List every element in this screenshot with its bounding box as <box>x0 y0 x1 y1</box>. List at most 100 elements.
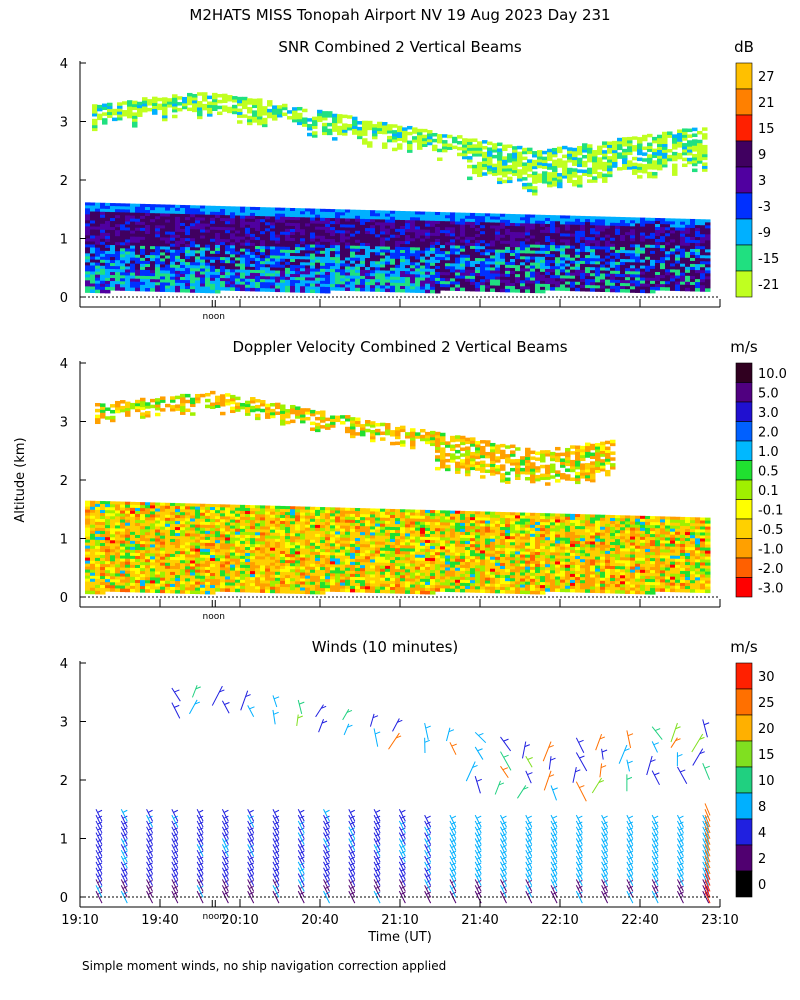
snr-cell <box>555 278 561 282</box>
snr-cell <box>537 161 543 166</box>
snr-cell <box>630 244 636 248</box>
snr-cell <box>235 260 241 264</box>
snr-cell <box>677 135 683 139</box>
doppler-cell <box>120 504 126 509</box>
snr-cell <box>355 221 361 226</box>
doppler-cell <box>145 511 151 515</box>
snr-cell <box>280 252 286 257</box>
doppler-cell <box>170 553 176 558</box>
snr-cell <box>615 243 621 248</box>
snr-cell <box>405 223 411 227</box>
snr-cell <box>510 253 516 257</box>
snr-cell <box>480 231 486 235</box>
doppler-cell <box>175 587 181 591</box>
doppler-cell <box>200 569 206 574</box>
doppler-cell <box>135 534 141 539</box>
doppler-cell <box>190 512 196 516</box>
snr-cell <box>672 163 678 168</box>
doppler-cell <box>180 575 186 579</box>
snr-cell <box>665 287 671 291</box>
snr-cell <box>455 218 461 223</box>
snr-cell <box>165 288 171 293</box>
snr-cell <box>680 248 686 253</box>
doppler-cell <box>180 587 186 591</box>
snr-cell <box>667 149 673 153</box>
snr-cell <box>540 244 546 249</box>
snr-cell <box>705 258 711 262</box>
snr-cell <box>625 286 631 290</box>
snr-cell <box>607 173 613 178</box>
snr-cell <box>470 215 476 220</box>
snr-cell <box>595 216 601 220</box>
snr-cell <box>455 236 461 241</box>
snr-cell <box>400 262 406 266</box>
snr-cell <box>205 226 211 231</box>
snr-cell <box>557 161 563 165</box>
doppler-cell <box>120 579 126 584</box>
snr-cell <box>505 240 511 245</box>
snr-cell <box>595 222 601 226</box>
doppler-cell <box>100 591 106 595</box>
snr-cell <box>345 284 351 288</box>
snr-cell <box>602 164 608 169</box>
snr-cell <box>110 230 116 234</box>
snr-cell <box>445 236 451 240</box>
snr-cell <box>390 228 396 233</box>
snr-cell <box>592 158 598 163</box>
doppler-cell <box>175 521 181 525</box>
doppler-cell <box>135 516 141 521</box>
snr-cell <box>515 262 521 266</box>
doppler-cell <box>100 510 106 514</box>
snr-cell <box>557 146 563 151</box>
snr-cell <box>620 268 626 272</box>
snr-cell <box>545 235 551 240</box>
snr-cell <box>235 224 241 228</box>
snr-cell <box>360 266 366 271</box>
snr-cell <box>220 281 226 285</box>
snr-cell <box>440 248 446 252</box>
doppler-cell <box>180 533 186 537</box>
snr-cell <box>160 285 166 289</box>
snr-cell <box>685 284 691 289</box>
snr-cell <box>677 144 683 148</box>
snr-cell <box>677 152 683 157</box>
doppler-cell <box>170 520 176 525</box>
snr-cell <box>400 265 406 269</box>
snr-cell <box>575 245 581 250</box>
snr-cell <box>495 261 501 266</box>
snr-cell <box>430 286 436 291</box>
snr-cell <box>657 140 663 145</box>
snr-cell <box>155 210 161 214</box>
snr-cell <box>330 230 336 234</box>
snr-cell <box>165 207 171 212</box>
snr-cell <box>472 153 478 157</box>
snr-cell <box>435 232 441 237</box>
snr-cell <box>560 272 566 276</box>
snr-cell <box>470 233 476 238</box>
snr-cell <box>332 122 338 127</box>
snr-cell <box>417 146 423 150</box>
snr-cell <box>502 179 508 184</box>
snr-cell <box>402 133 408 137</box>
snr-cell <box>95 220 101 225</box>
snr-cell <box>110 203 116 207</box>
snr-cell <box>675 242 681 247</box>
snr-cell <box>395 252 401 257</box>
snr-cell <box>640 220 646 225</box>
doppler-cell <box>130 519 136 524</box>
snr-cell <box>470 218 476 223</box>
snr-cell <box>570 248 576 253</box>
snr-cell <box>115 275 121 279</box>
snr-cell <box>662 140 668 145</box>
doppler-cell <box>100 540 106 544</box>
snr-cell <box>395 279 401 284</box>
snr-cell <box>152 108 158 112</box>
doppler-cell <box>175 554 181 558</box>
snr-cell <box>385 231 391 236</box>
snr-cell <box>620 220 626 224</box>
snr-cell <box>105 202 111 207</box>
snr-cell <box>512 154 518 159</box>
doppler-cell <box>160 529 166 534</box>
doppler-cell <box>180 560 186 564</box>
doppler-cell <box>105 534 111 538</box>
